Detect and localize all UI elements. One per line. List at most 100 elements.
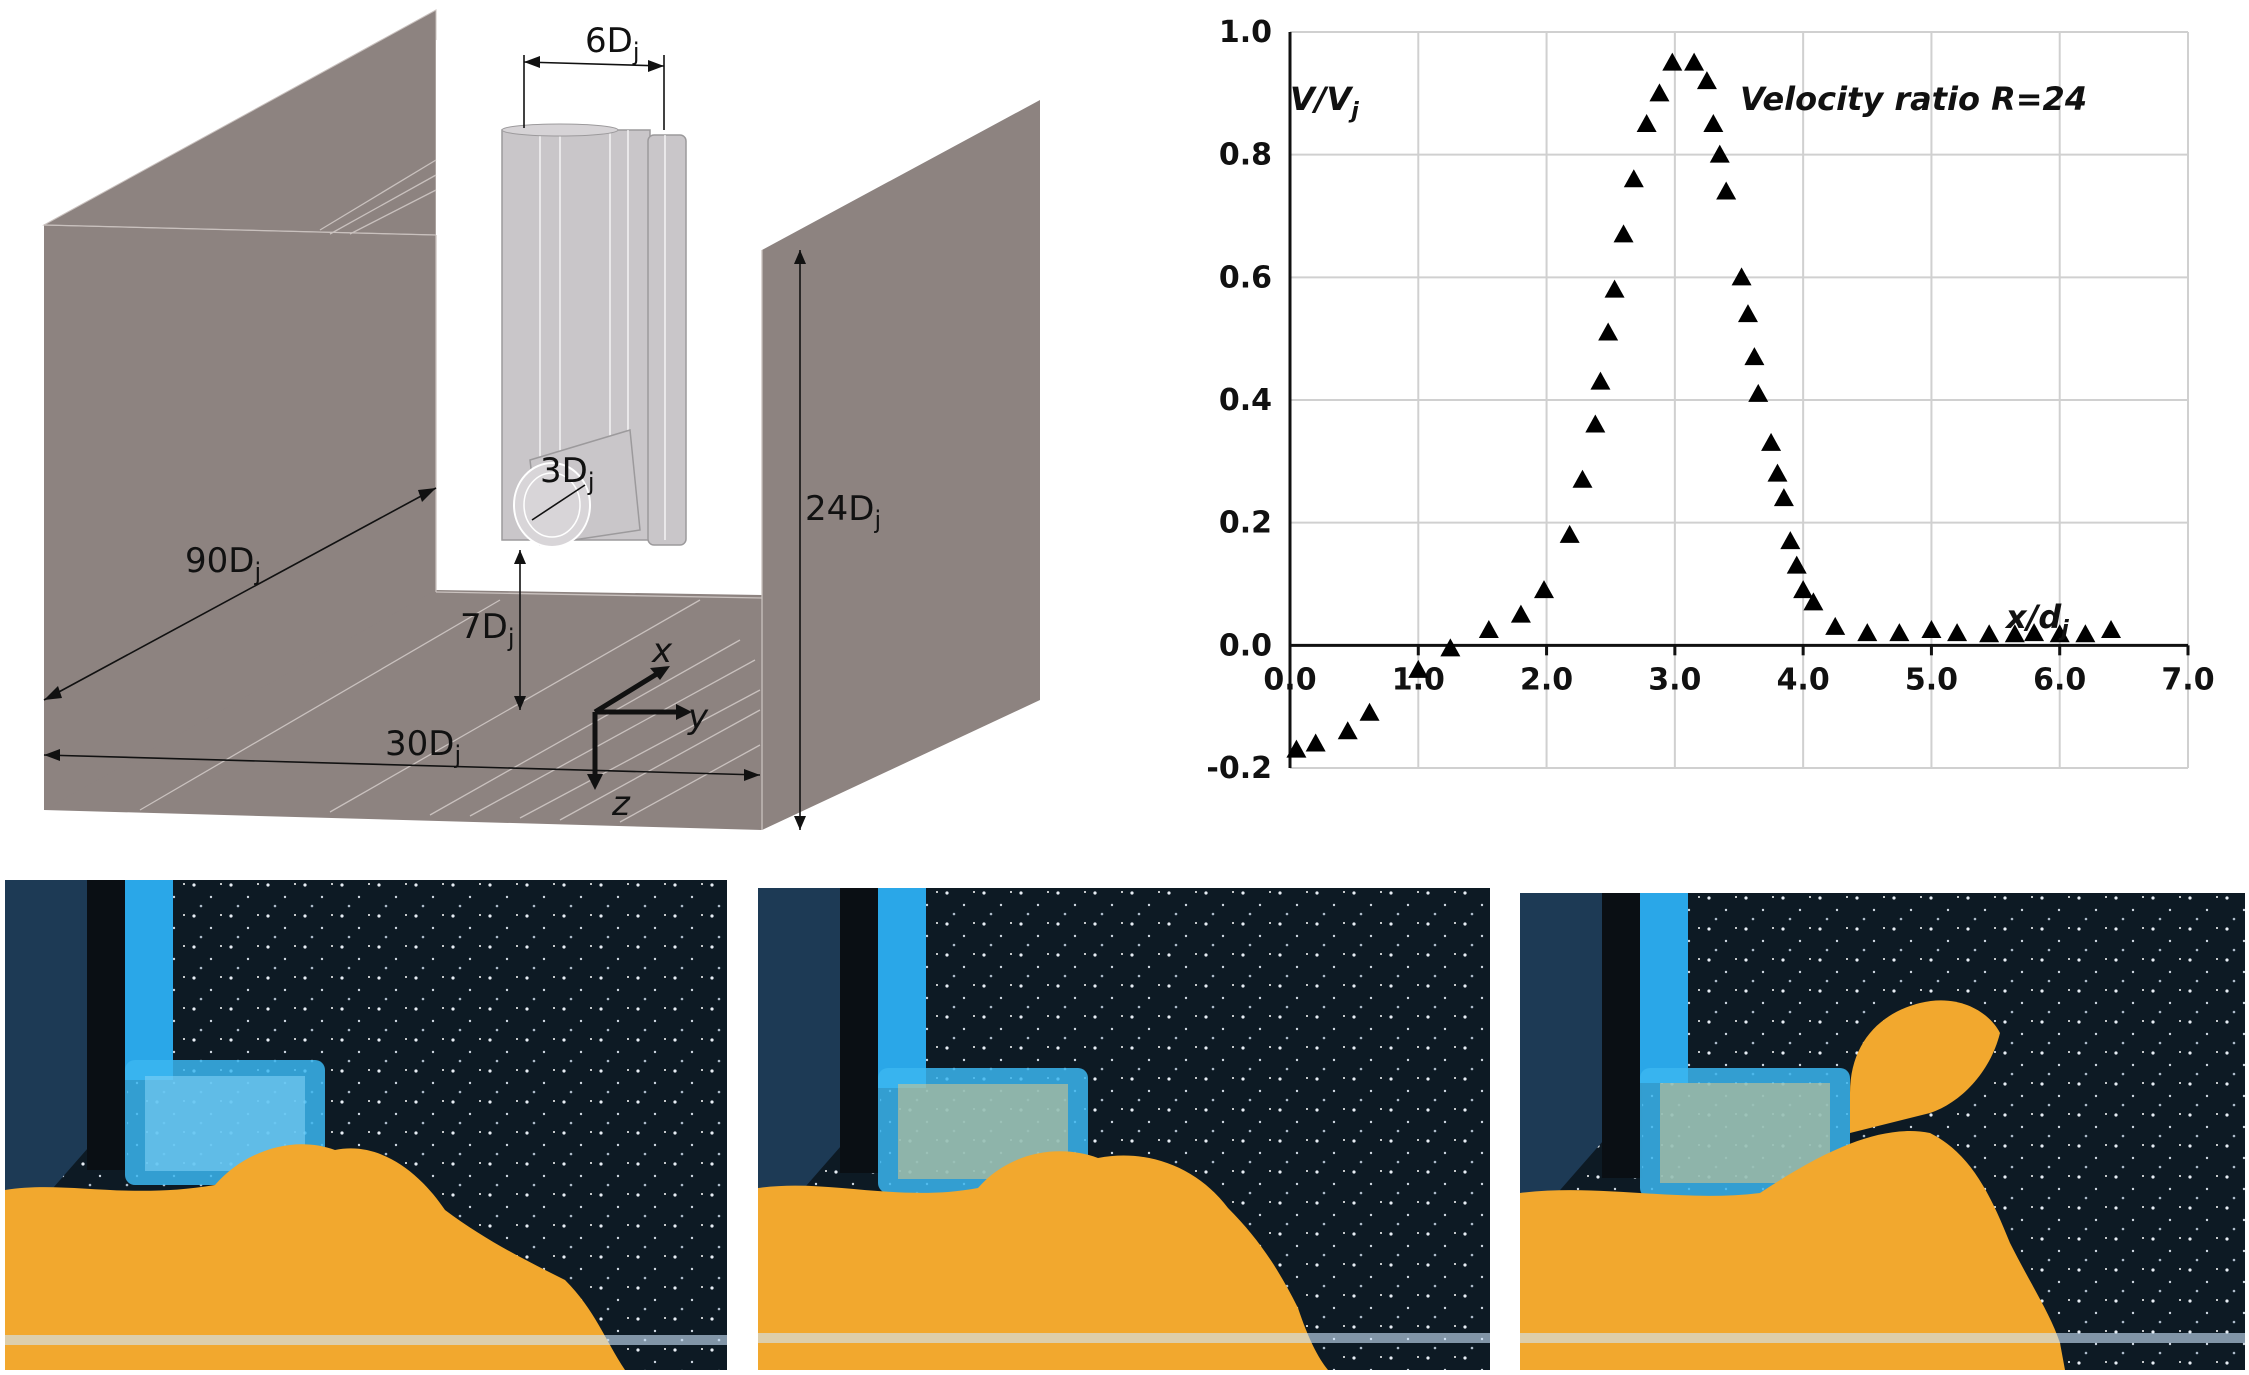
nozzle-outlet: [513, 462, 591, 548]
dim-channel-depth: 24Dj: [805, 489, 881, 534]
coordinate-triad: [592, 669, 680, 780]
data-point: [1623, 169, 1644, 188]
data-point: [1825, 616, 1846, 635]
y-tick-label: 0.8: [1219, 138, 1272, 173]
data-point: [1803, 592, 1824, 611]
data-point: [1703, 114, 1724, 132]
velocity-profile-chart: 0.0 1.0 2.0 3.0 4.0 5.0 6.0 7.0 -0.2 0.0 0.2 0.4 0.…: [1206, 15, 2214, 786]
data-point: [1773, 488, 1794, 507]
data-point: [1731, 267, 1752, 286]
nozzle-tube-blue: [878, 888, 926, 1088]
dim-channel-width: 30Dj: [385, 724, 461, 769]
data-point: [1947, 623, 1968, 642]
data-point: [1793, 580, 1814, 599]
data-point: [2075, 624, 2096, 643]
data-point: [1716, 181, 1737, 200]
dim-nozzle-spacing: 6Dj: [585, 21, 639, 66]
x-tick-label: 7.0: [2161, 662, 2214, 697]
data-point: [1478, 620, 1499, 638]
y-tick-label: 1.0: [1219, 15, 1272, 50]
floor-hatch: [139, 159, 761, 823]
data-points: [1286, 52, 2122, 758]
data-point: [1604, 279, 1625, 298]
chart-annotation: Velocity ratio R=24: [1740, 80, 2087, 118]
wall-edges: [43, 224, 763, 830]
y-tick-label: -0.2: [1206, 751, 1272, 786]
data-point: [1440, 638, 1461, 657]
data-point: [1337, 721, 1358, 740]
data-point: [1649, 83, 1670, 102]
data-point: [1921, 620, 1942, 638]
y-axis-label: V/Vj: [1290, 80, 1359, 124]
data-point: [1767, 463, 1788, 482]
y-tick-label: 0.0: [1219, 628, 1272, 663]
data-point: [1979, 624, 2000, 643]
nozzle-assembly: [501, 123, 687, 548]
data-point: [1598, 322, 1619, 341]
data-point: [1761, 432, 1782, 451]
x-tick-label: 2.0: [1520, 662, 1573, 697]
nozzle-tube-dark: [87, 880, 127, 1170]
dim-nozzle-diameter: 3Dj: [540, 451, 594, 496]
channel-schematic: 6Dj 3Dj 90Dj 7Dj 30Dj 24Dj x y z: [42, 9, 1040, 860]
jet-plume: [5, 1144, 625, 1370]
data-point: [1662, 52, 1683, 71]
data-point: [1408, 659, 1429, 678]
nozzle-tube-blue: [1640, 893, 1688, 1083]
data-point: [1585, 414, 1606, 433]
axis-y-label: y: [687, 697, 709, 737]
x-axis-label: x/dj: [2004, 598, 2069, 642]
x-tick-label: 0.0: [1263, 662, 1316, 697]
data-point: [1534, 580, 1555, 599]
data-point: [1286, 739, 1307, 758]
data-point: [1889, 623, 1910, 642]
x-tick-label: 6.0: [2033, 662, 2086, 697]
data-point: [1359, 702, 1380, 721]
data-point: [1684, 52, 1705, 71]
wall-top-face: [42, 9, 437, 236]
data-point: [1572, 469, 1593, 488]
right-wall: [762, 100, 1040, 830]
nozzle-tube-dark: [1602, 893, 1642, 1178]
photo-frame-2: [758, 888, 1490, 1370]
y-tick-label: 0.4: [1219, 383, 1272, 418]
data-point: [1786, 555, 1807, 574]
data-point: [1613, 224, 1634, 243]
axis-x-label: x: [651, 631, 673, 671]
data-point: [1857, 623, 1878, 642]
data-point: [2101, 620, 2122, 638]
nozzle-tube-dark: [840, 888, 880, 1173]
data-point: [1559, 524, 1580, 543]
jet-plume-upper: [1850, 1000, 2000, 1133]
data-point: [1748, 383, 1769, 402]
data-point: [1744, 347, 1765, 366]
dim-channel-length: 90Dj: [185, 541, 261, 586]
data-point: [2004, 624, 2025, 643]
dimension-lines: [43, 55, 801, 830]
nozzle-tube-blue: [125, 880, 173, 1080]
jet-plume: [1520, 1131, 2065, 1370]
dim-height-above-floor: 7Dj: [460, 607, 514, 652]
dimension-arrowheads: [44, 56, 806, 830]
data-point: [1636, 114, 1657, 132]
data-point: [1709, 144, 1730, 163]
jet-plume: [758, 1151, 1328, 1370]
x-tick-label: 3.0: [1648, 662, 1701, 697]
photo-frame-3: [1520, 893, 2245, 1370]
y-tick-labels: -0.2 0.0 0.2 0.4 0.6 0.8 1.0: [1206, 15, 1272, 786]
x-tick-label: 5.0: [1905, 662, 1958, 697]
data-point: [1305, 733, 1326, 752]
x-tick-label: 4.0: [1777, 662, 1830, 697]
data-point: [1510, 604, 1531, 623]
x-tick-labels: 0.0 1.0 2.0 3.0 4.0 5.0 6.0 7.0: [1263, 662, 2214, 697]
data-point: [2049, 624, 2070, 643]
photo-frame-1: [5, 880, 727, 1370]
axis-z-label: z: [611, 784, 631, 824]
y-tick-label: 0.2: [1219, 506, 1272, 541]
data-point: [1780, 531, 1801, 550]
chart-grid: [1288, 31, 2190, 769]
data-point: [2024, 623, 2045, 642]
data-point: [1737, 304, 1758, 323]
data-point: [1696, 71, 1717, 90]
y-tick-label: 0.6: [1219, 260, 1272, 295]
